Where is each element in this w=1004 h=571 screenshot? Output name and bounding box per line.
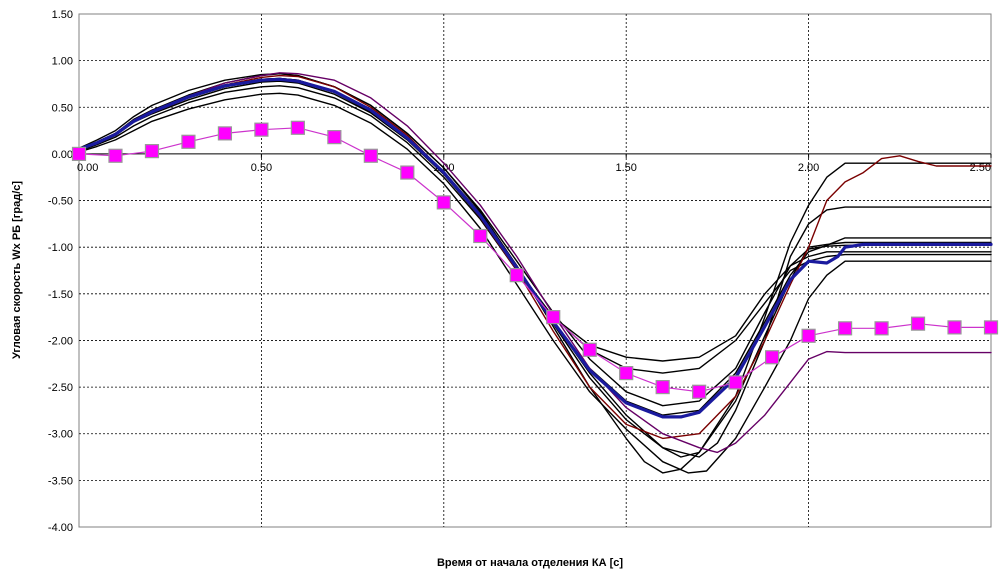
y-tick-label: 1.50 bbox=[52, 9, 73, 21]
data-point-marker bbox=[364, 149, 377, 162]
data-point-marker bbox=[729, 376, 742, 389]
x-tick-label: 0.50 bbox=[251, 162, 272, 174]
y-tick-label: -1.50 bbox=[48, 289, 73, 301]
data-point-marker bbox=[510, 269, 523, 282]
y-tick-label: -4.00 bbox=[48, 522, 73, 534]
x-tick-label: 0.00 bbox=[77, 162, 98, 174]
data-point-marker bbox=[437, 196, 450, 209]
data-point-marker bbox=[693, 385, 706, 398]
data-point-marker bbox=[145, 145, 158, 158]
data-point-marker bbox=[656, 381, 669, 394]
data-point-marker bbox=[328, 131, 341, 144]
y-tick-label: 1.00 bbox=[52, 56, 73, 68]
y-tick-label: -3.50 bbox=[48, 475, 73, 487]
x-tick-label: 1.50 bbox=[615, 162, 636, 174]
data-point-marker bbox=[401, 166, 414, 179]
x-axis-title: Время от начала отделения КА [с] bbox=[437, 557, 623, 569]
data-point-marker bbox=[948, 321, 961, 334]
y-tick-label: -2.50 bbox=[48, 382, 73, 394]
y-tick-label: -0.50 bbox=[48, 196, 73, 208]
data-point-marker bbox=[583, 343, 596, 356]
data-point-marker bbox=[547, 311, 560, 324]
y-tick-label: 0.50 bbox=[52, 102, 73, 114]
data-point-marker bbox=[109, 149, 122, 162]
y-axis-tick-labels: 1.50 1.00 0.50 0.00 -0.50 -1.00 -1.50 -2.00 -2.5… bbox=[48, 9, 73, 534]
data-point-marker bbox=[291, 121, 304, 134]
data-point-marker bbox=[912, 317, 925, 330]
data-point-marker bbox=[766, 351, 779, 364]
data-point-marker bbox=[255, 123, 268, 136]
y-tick-label: -2.00 bbox=[48, 335, 73, 347]
y-tick-label: 0.00 bbox=[52, 149, 73, 161]
data-point-marker bbox=[985, 321, 998, 334]
data-point-marker bbox=[802, 329, 815, 342]
data-point-marker bbox=[839, 322, 852, 335]
y-tick-label: -1.00 bbox=[48, 242, 73, 254]
data-point-marker bbox=[474, 229, 487, 242]
data-point-marker bbox=[73, 147, 86, 160]
data-point-marker bbox=[182, 135, 195, 148]
data-point-marker bbox=[620, 367, 633, 380]
data-point-marker bbox=[218, 127, 231, 140]
y-tick-label: -3.00 bbox=[48, 429, 73, 441]
y-axis-title: Угловая скорость Wx РБ [град/с] bbox=[11, 181, 23, 359]
x-tick-label: 2.00 bbox=[798, 162, 819, 174]
data-point-marker bbox=[875, 322, 888, 335]
